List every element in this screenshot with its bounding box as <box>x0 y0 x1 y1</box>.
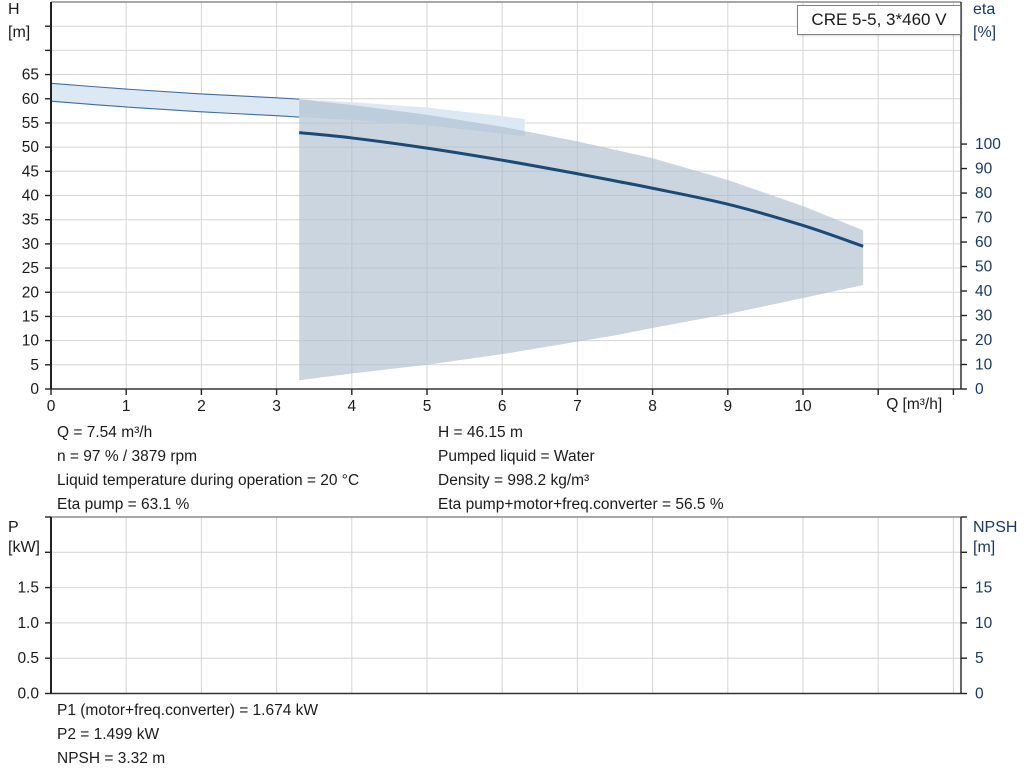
svg-text:0: 0 <box>30 381 39 398</box>
svg-text:0: 0 <box>975 686 984 703</box>
svg-text:5: 5 <box>423 398 432 415</box>
svg-text:50: 50 <box>975 259 993 276</box>
svg-text:0: 0 <box>47 398 56 415</box>
svg-text:10: 10 <box>22 333 40 350</box>
svg-text:7: 7 <box>573 398 582 415</box>
svg-text:P: P <box>8 519 19 536</box>
svg-text:15: 15 <box>22 308 39 325</box>
svg-text:60: 60 <box>975 234 993 251</box>
svg-text:30: 30 <box>22 236 40 253</box>
svg-text:1: 1 <box>122 398 131 415</box>
svg-text:[m]: [m] <box>973 539 995 556</box>
svg-text:50: 50 <box>22 139 40 156</box>
svg-text:[%]: [%] <box>973 24 996 41</box>
svg-text:eta: eta <box>973 1 995 18</box>
svg-text:20: 20 <box>975 332 993 349</box>
svg-text:5: 5 <box>30 357 39 374</box>
svg-text:[kW]: [kW] <box>8 539 40 556</box>
svg-text:Q [m³/h]: Q [m³/h] <box>886 396 942 413</box>
svg-text:70: 70 <box>975 210 993 227</box>
svg-text:2: 2 <box>197 398 206 415</box>
svg-text:5: 5 <box>975 650 984 667</box>
svg-text:45: 45 <box>22 163 39 180</box>
svg-text:90: 90 <box>975 161 993 178</box>
svg-text:3: 3 <box>272 398 281 415</box>
svg-text:10: 10 <box>975 357 993 374</box>
svg-text:1.5: 1.5 <box>17 580 39 597</box>
svg-text:10: 10 <box>975 615 993 632</box>
svg-text:35: 35 <box>22 212 39 229</box>
svg-text:65: 65 <box>22 67 39 84</box>
svg-text:55: 55 <box>22 115 39 132</box>
svg-text:100: 100 <box>975 136 1001 153</box>
svg-text:80: 80 <box>975 185 993 202</box>
svg-text:0: 0 <box>975 381 984 398</box>
svg-text:NPSH: NPSH <box>973 519 1017 536</box>
svg-text:0.0: 0.0 <box>17 686 39 703</box>
svg-text:4: 4 <box>347 398 356 415</box>
svg-text:20: 20 <box>22 284 40 301</box>
svg-text:10: 10 <box>794 398 812 415</box>
svg-text:6: 6 <box>498 398 507 415</box>
svg-text:25: 25 <box>22 260 39 277</box>
svg-text:30: 30 <box>975 308 993 325</box>
svg-text:[m]: [m] <box>8 24 30 41</box>
svg-text:15: 15 <box>975 580 992 597</box>
svg-text:0.5: 0.5 <box>17 650 39 667</box>
svg-text:H: H <box>8 1 20 18</box>
svg-text:40: 40 <box>22 188 40 205</box>
svg-text:9: 9 <box>723 398 732 415</box>
svg-text:40: 40 <box>975 283 993 300</box>
svg-text:60: 60 <box>22 91 40 108</box>
svg-text:1.0: 1.0 <box>17 615 39 632</box>
svg-text:8: 8 <box>648 398 657 415</box>
